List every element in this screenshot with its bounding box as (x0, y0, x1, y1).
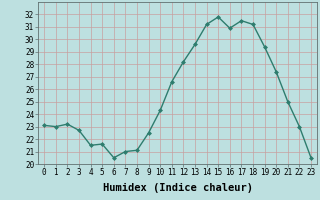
X-axis label: Humidex (Indice chaleur): Humidex (Indice chaleur) (103, 183, 252, 193)
